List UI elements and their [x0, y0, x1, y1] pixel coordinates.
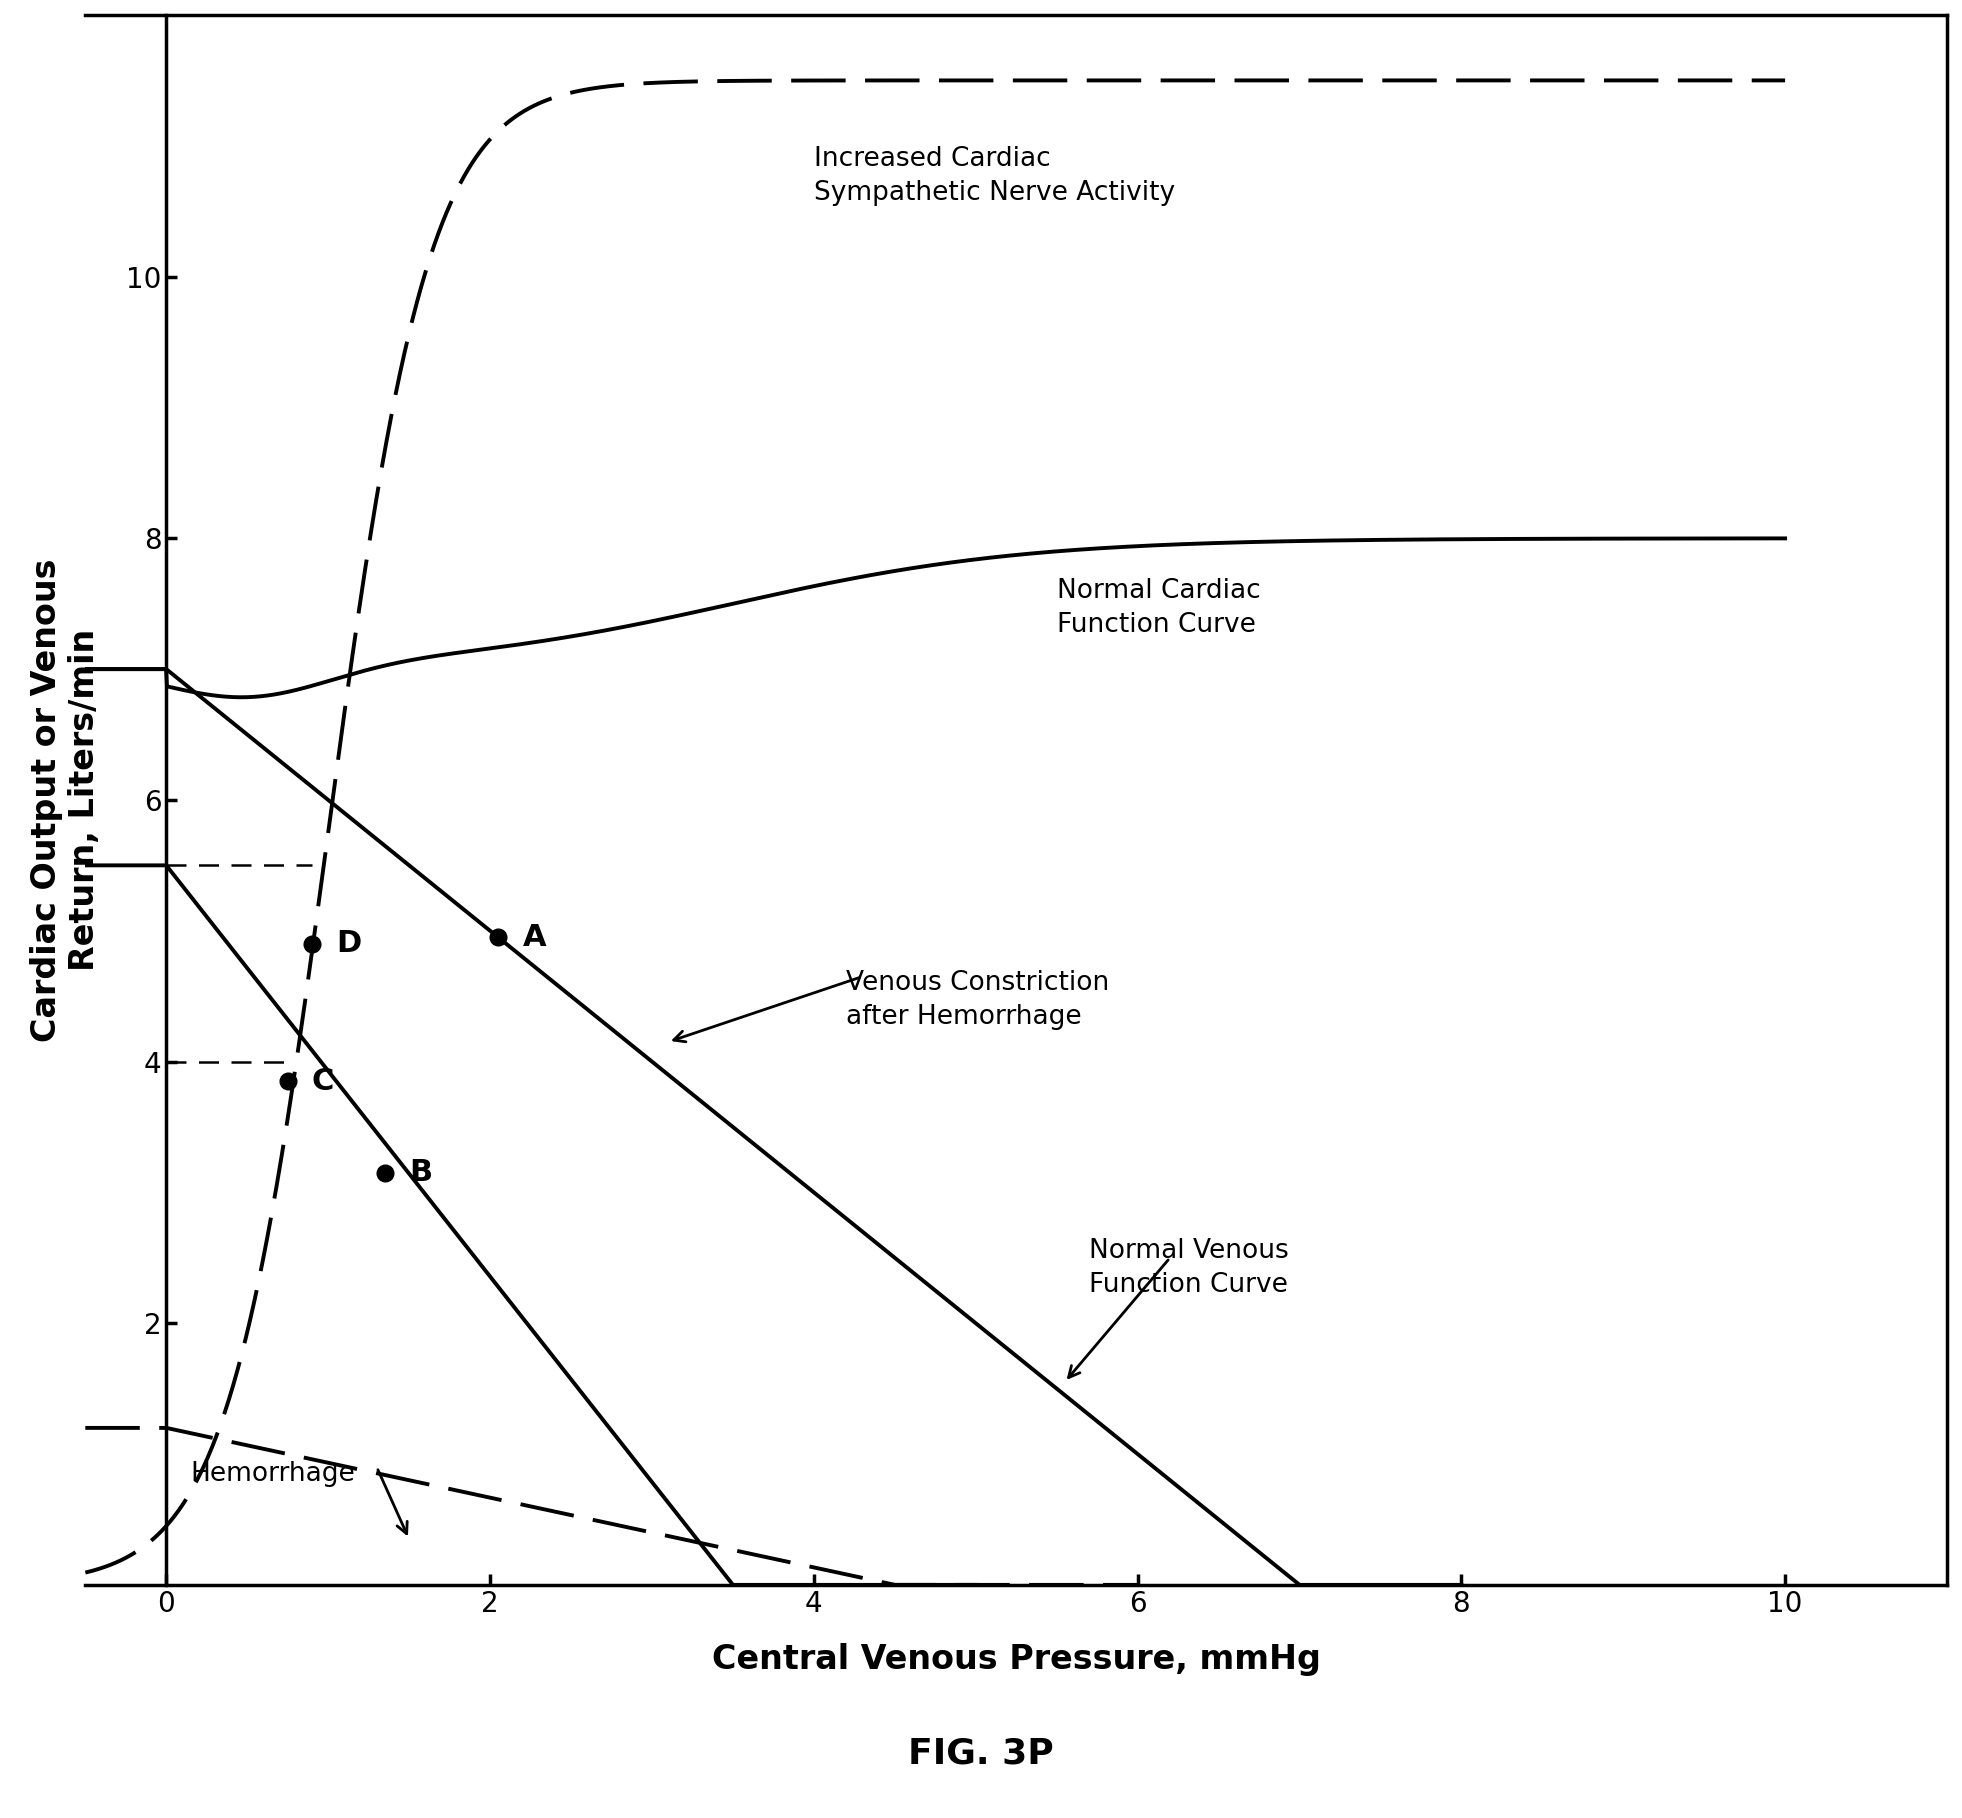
- Text: C: C: [312, 1067, 334, 1096]
- Text: A: A: [522, 924, 545, 953]
- Text: Increased Cardiac
Sympathetic Nerve Activity: Increased Cardiac Sympathetic Nerve Acti…: [814, 145, 1175, 205]
- Text: FIG. 3P: FIG. 3P: [908, 1736, 1054, 1771]
- Text: Venous Constriction
after Hemorrhage: Venous Constriction after Hemorrhage: [846, 971, 1109, 1031]
- Text: B: B: [410, 1158, 432, 1187]
- X-axis label: Central Venous Pressure, mmHg: Central Venous Pressure, mmHg: [712, 1643, 1320, 1676]
- Text: Hemorrhage: Hemorrhage: [190, 1460, 355, 1487]
- Text: Normal Cardiac
Function Curve: Normal Cardiac Function Curve: [1058, 578, 1260, 638]
- Y-axis label: Cardiac Output or Venous
Return, Liters/min: Cardiac Output or Venous Return, Liters/…: [29, 558, 100, 1042]
- Text: Normal Venous
Function Curve: Normal Venous Function Curve: [1089, 1238, 1289, 1298]
- Text: D: D: [336, 929, 361, 958]
